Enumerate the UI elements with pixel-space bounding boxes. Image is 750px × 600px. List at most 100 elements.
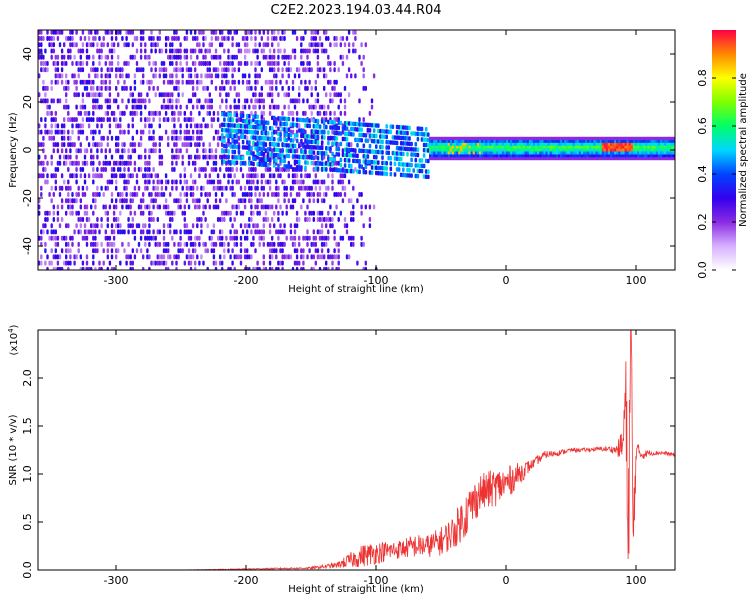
spectrogram-cell bbox=[279, 229, 282, 235]
spectrogram-cell bbox=[52, 61, 55, 66]
spectrogram-cell bbox=[337, 217, 340, 222]
spectrogram-cell bbox=[370, 133, 374, 138]
spectrogram-cell bbox=[200, 185, 203, 191]
spectrogram-cell bbox=[79, 167, 82, 172]
spectrogram-cell bbox=[312, 42, 315, 48]
spectrogram-cell bbox=[485, 151, 488, 155]
spectrogram-cell bbox=[65, 235, 68, 241]
spectrogram-cell bbox=[42, 142, 45, 148]
spectrogram-cell bbox=[343, 98, 347, 104]
spectrogram-cell bbox=[38, 42, 41, 48]
spectrogram-cell bbox=[543, 142, 546, 146]
spectrogram-cell bbox=[137, 92, 141, 98]
spectrogram-cell bbox=[239, 254, 243, 260]
spectrogram-cell bbox=[331, 120, 334, 125]
spectrogram-cell bbox=[339, 141, 343, 147]
spectrogram-cell bbox=[42, 54, 45, 60]
spectrogram-cell bbox=[358, 132, 361, 138]
spectrogram-cell bbox=[56, 129, 60, 135]
spectrogram-cell bbox=[254, 192, 257, 197]
spectrogram-cell bbox=[350, 73, 353, 79]
spectrogram-cell bbox=[169, 61, 172, 66]
spectrogram-cell bbox=[325, 217, 328, 222]
spectrogram-cell bbox=[248, 198, 251, 204]
spectrogram-cell bbox=[189, 123, 193, 129]
spectrogram-cell bbox=[339, 131, 343, 136]
spectrogram-cell bbox=[281, 54, 284, 60]
spectrogram-cell bbox=[167, 104, 170, 110]
spectrogram-cell bbox=[223, 112, 226, 117]
spectrogram-cell bbox=[593, 154, 596, 158]
spectrogram-cell bbox=[410, 141, 413, 147]
spectrogram-cell bbox=[152, 61, 155, 66]
spectrogram-cell bbox=[603, 145, 607, 149]
spectrogram-cell bbox=[96, 248, 99, 254]
spectrogram-cell bbox=[121, 129, 124, 135]
spectrogram-cell bbox=[345, 147, 349, 152]
spectrogram-cell bbox=[237, 104, 241, 110]
spectrogram-cell bbox=[385, 166, 388, 171]
spectrogram-cell bbox=[129, 198, 132, 204]
spectrogram-cell bbox=[470, 145, 473, 149]
spectrogram-cell bbox=[331, 125, 334, 130]
spectrogram-cell bbox=[221, 122, 224, 127]
spectrogram-cell bbox=[254, 79, 257, 85]
spectrogram-cell bbox=[227, 248, 230, 254]
spectrogram-cell bbox=[620, 154, 623, 158]
spectrogram-cell bbox=[279, 167, 282, 172]
spectrogram-cell bbox=[156, 173, 159, 179]
spectrogram-cell bbox=[268, 141, 272, 147]
spectrogram-cell bbox=[158, 192, 161, 197]
spectrogram-cell bbox=[219, 235, 222, 241]
spectrogram-cell bbox=[458, 145, 461, 149]
spectrogram-cell bbox=[202, 185, 205, 191]
spectrogram-cell bbox=[293, 248, 297, 254]
spectrogram-cell bbox=[250, 61, 253, 66]
spectrogram-cell bbox=[300, 149, 303, 154]
spectrogram-cell bbox=[383, 166, 386, 171]
spectrogram-cell bbox=[175, 135, 178, 141]
spectrogram-cell bbox=[300, 133, 303, 139]
spectrogram-cell bbox=[395, 124, 399, 130]
spectrogram-cell bbox=[279, 79, 282, 85]
spectrogram-cell bbox=[533, 139, 536, 143]
spectrogram-cell bbox=[381, 129, 384, 134]
spectrogram-cell bbox=[358, 122, 361, 127]
spectrogram-cell bbox=[595, 157, 598, 161]
spectrogram-cell bbox=[216, 179, 220, 185]
spectrogram-cell bbox=[341, 136, 345, 142]
spectrogram-cell bbox=[96, 167, 99, 172]
spectrogram-cell bbox=[54, 110, 57, 116]
spectrogram-cell bbox=[493, 151, 496, 155]
spectrogram-cell bbox=[239, 223, 243, 229]
spectrogram-cell bbox=[647, 139, 650, 143]
spectrogram-cell bbox=[483, 151, 486, 155]
spectrogram-cell bbox=[470, 136, 473, 140]
spectrogram-cell bbox=[343, 131, 347, 136]
spectrogram-cell bbox=[499, 136, 503, 140]
spectrogram-cell bbox=[670, 136, 673, 140]
spectrogram-cell bbox=[622, 151, 625, 155]
spectrogram-cell bbox=[287, 61, 290, 66]
spectrogram-cell bbox=[185, 79, 189, 85]
spectrogram-cell bbox=[77, 92, 80, 98]
spectrogram-cell bbox=[271, 61, 274, 66]
spectrogram-cell bbox=[271, 115, 274, 121]
spectrogram-cell bbox=[85, 160, 89, 166]
spectrogram-cell bbox=[279, 204, 282, 210]
spectrogram-cell bbox=[628, 139, 632, 143]
spectrogram-cell bbox=[191, 198, 195, 204]
spectrogram-cell bbox=[191, 92, 195, 98]
spectrogram-cell bbox=[551, 157, 555, 161]
spectrogram-cell bbox=[96, 241, 99, 247]
spectrogram-cell bbox=[312, 145, 316, 150]
spectrogram-cell bbox=[466, 142, 469, 146]
spectrogram-cell bbox=[391, 150, 395, 156]
spectrogram-cell bbox=[360, 127, 363, 132]
spectrogram-cell bbox=[196, 142, 199, 148]
spectrogram-cell bbox=[312, 167, 315, 172]
spectrogram-cell bbox=[100, 241, 103, 247]
spectrogram-cell bbox=[591, 148, 594, 152]
spectrogram-cell bbox=[164, 104, 168, 110]
spectrogram-cell bbox=[252, 92, 255, 98]
